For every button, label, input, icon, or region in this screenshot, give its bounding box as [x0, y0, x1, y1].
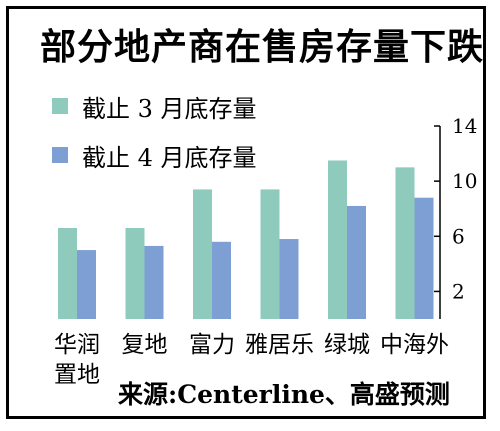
bar-april [77, 250, 96, 319]
legend-swatch-march [52, 98, 68, 114]
legend-item-april: 截止 4 月底存量 [52, 140, 257, 172]
bar-march [58, 228, 77, 319]
bar-april [212, 241, 231, 319]
bar-april [414, 197, 434, 319]
chart-title: 部分地产商在售房存量下跌 [40, 27, 485, 68]
category-label: 置地 [54, 362, 100, 388]
category-label: 雅居乐 [245, 332, 314, 358]
bar-march [193, 189, 212, 319]
category-label: 绿城 [324, 332, 370, 358]
y-tick-label: 6 [452, 224, 465, 248]
bar-march [395, 167, 415, 319]
legend-item-march: 截止 3 月底存量 [52, 91, 257, 123]
bar-march [125, 228, 145, 319]
legend-label-april: 截止 4 月底存量 [82, 143, 257, 172]
y-tick-label: 2 [452, 279, 465, 303]
category-label: 华润 [54, 332, 100, 358]
category-label: 复地 [122, 332, 168, 358]
category-label: 中海外 [380, 332, 449, 358]
legend-swatch-april [52, 147, 68, 163]
bar-march [260, 189, 280, 319]
y-tick-label: 14 [452, 114, 477, 138]
y-tick-label: 10 [452, 169, 477, 193]
legend-label-march: 截止 3 月底存量 [82, 94, 257, 123]
bar-march [328, 160, 347, 319]
bar-april [347, 205, 366, 319]
bar-april [279, 239, 299, 319]
bar-april [144, 245, 164, 319]
source-note: 来源:Centerline、高盛预测 [118, 380, 450, 409]
category-label: 富力 [189, 332, 235, 358]
